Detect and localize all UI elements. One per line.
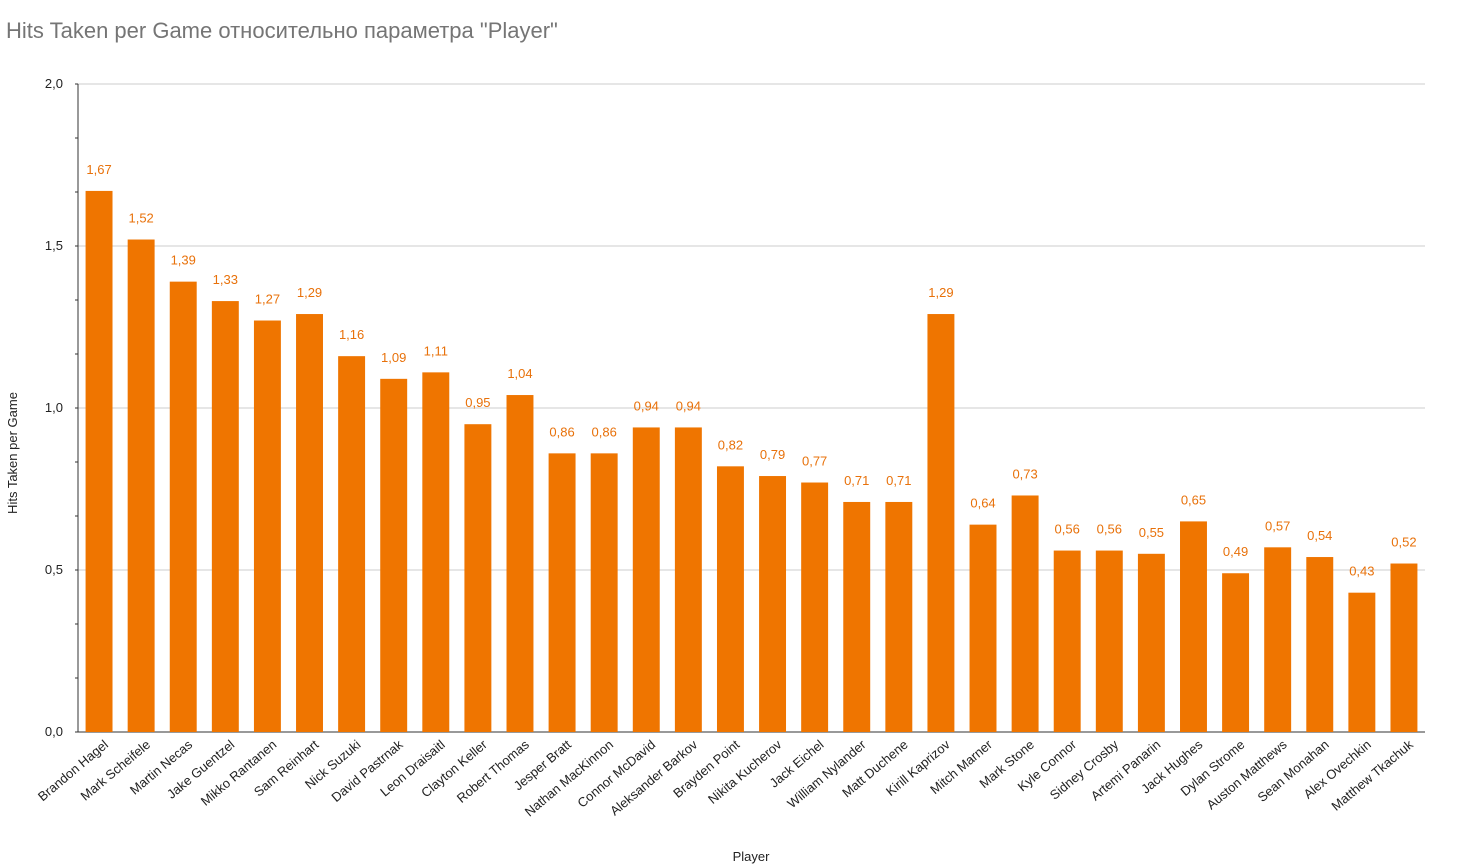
x-tick-label: Nikita Kucherov <box>705 736 785 806</box>
x-tick-label: Mikko Rantanen <box>198 737 280 809</box>
data-label: 0,77 <box>802 454 827 469</box>
bar[interactable] <box>1180 521 1207 732</box>
data-label: 1,29 <box>928 285 953 300</box>
bar[interactable] <box>969 524 997 732</box>
data-label: 1,67 <box>86 162 111 177</box>
bar[interactable] <box>506 395 534 732</box>
bar[interactable] <box>1264 547 1292 732</box>
data-label: 0,54 <box>1307 528 1332 543</box>
data-label: 0,94 <box>634 398 659 413</box>
y-tick-labels: 0,0 0,5 1,0 1,5 2,0 <box>45 76 63 739</box>
bar[interactable] <box>1390 563 1418 732</box>
y-tick-label: 1,5 <box>45 238 63 253</box>
x-tick-label: Sean Monahan <box>1254 737 1331 805</box>
data-label: 1,29 <box>297 285 322 300</box>
bar[interactable] <box>843 501 871 732</box>
data-label: 1,33 <box>213 272 238 287</box>
data-labels: 1,67 1,52 1,39 1,33 1,27 1,29 1,16 1,09 1,11 0,95… <box>86 162 1416 579</box>
bar[interactable] <box>1348 592 1376 732</box>
y-tick-label: 2,0 <box>45 76 63 91</box>
data-label: 1,04 <box>507 366 532 381</box>
bar[interactable] <box>632 427 660 732</box>
y-tick-label: 0,0 <box>45 724 63 739</box>
data-label: 0,71 <box>886 473 911 488</box>
x-axis-title: Player <box>733 849 771 864</box>
bar[interactable] <box>169 281 197 732</box>
bar[interactable] <box>1137 553 1165 732</box>
bar[interactable] <box>548 453 576 732</box>
bars <box>85 190 1418 733</box>
data-label: 0,71 <box>844 473 869 488</box>
data-label: 0,56 <box>1055 522 1080 537</box>
data-label: 1,16 <box>339 327 364 342</box>
data-label: 1,09 <box>381 350 406 365</box>
bar[interactable] <box>1095 550 1123 732</box>
bar[interactable] <box>211 301 239 732</box>
chart-title: Hits Taken per Game относительно парамет… <box>6 18 558 43</box>
data-label: 0,52 <box>1391 535 1416 550</box>
data-label: 0,49 <box>1223 544 1248 559</box>
bar[interactable] <box>464 424 492 732</box>
data-label: 0,65 <box>1181 492 1206 507</box>
data-label: 1,52 <box>128 211 153 226</box>
data-label: 0,56 <box>1097 522 1122 537</box>
data-label: 0,55 <box>1139 525 1164 540</box>
bar[interactable] <box>422 372 450 732</box>
x-tick-label: Robert Thomas <box>454 736 532 805</box>
bar[interactable] <box>801 482 829 732</box>
data-label: 0,86 <box>549 424 574 439</box>
bar[interactable] <box>1053 550 1081 732</box>
y-axis-title: Hits Taken per Game <box>5 392 20 514</box>
bar[interactable] <box>716 466 744 732</box>
y-tick-label: 0,5 <box>45 562 63 577</box>
bar[interactable] <box>85 190 113 733</box>
data-label: 0,73 <box>1012 466 1037 481</box>
data-label: 0,64 <box>970 496 995 511</box>
x-tick-label: Brandon Hagel <box>35 737 111 804</box>
data-label: 0,95 <box>465 395 490 410</box>
data-label: 0,79 <box>760 447 785 462</box>
bar[interactable] <box>1222 573 1250 732</box>
data-label: 1,11 <box>424 343 448 358</box>
x-tick-label: David Pastrnak <box>328 736 406 804</box>
bar[interactable] <box>590 453 618 732</box>
data-label: 1,39 <box>171 253 196 268</box>
bar[interactable] <box>759 476 787 732</box>
data-label: 0,86 <box>592 424 617 439</box>
bar[interactable] <box>927 314 955 732</box>
bar[interactable] <box>127 239 155 732</box>
data-label: 0,82 <box>718 437 743 452</box>
bar[interactable] <box>253 320 281 732</box>
bar[interactable] <box>296 314 323 732</box>
bar[interactable] <box>885 501 913 732</box>
bar[interactable] <box>1306 557 1334 732</box>
bar[interactable] <box>380 378 408 732</box>
data-label: 0,57 <box>1265 518 1290 533</box>
data-label: 1,27 <box>255 292 280 307</box>
data-label: 0,43 <box>1349 564 1374 579</box>
y-tick-label: 1,0 <box>45 400 63 415</box>
bar[interactable] <box>674 427 702 732</box>
bar[interactable] <box>1011 495 1039 732</box>
bar[interactable] <box>338 356 366 732</box>
data-label: 0,94 <box>676 398 701 413</box>
